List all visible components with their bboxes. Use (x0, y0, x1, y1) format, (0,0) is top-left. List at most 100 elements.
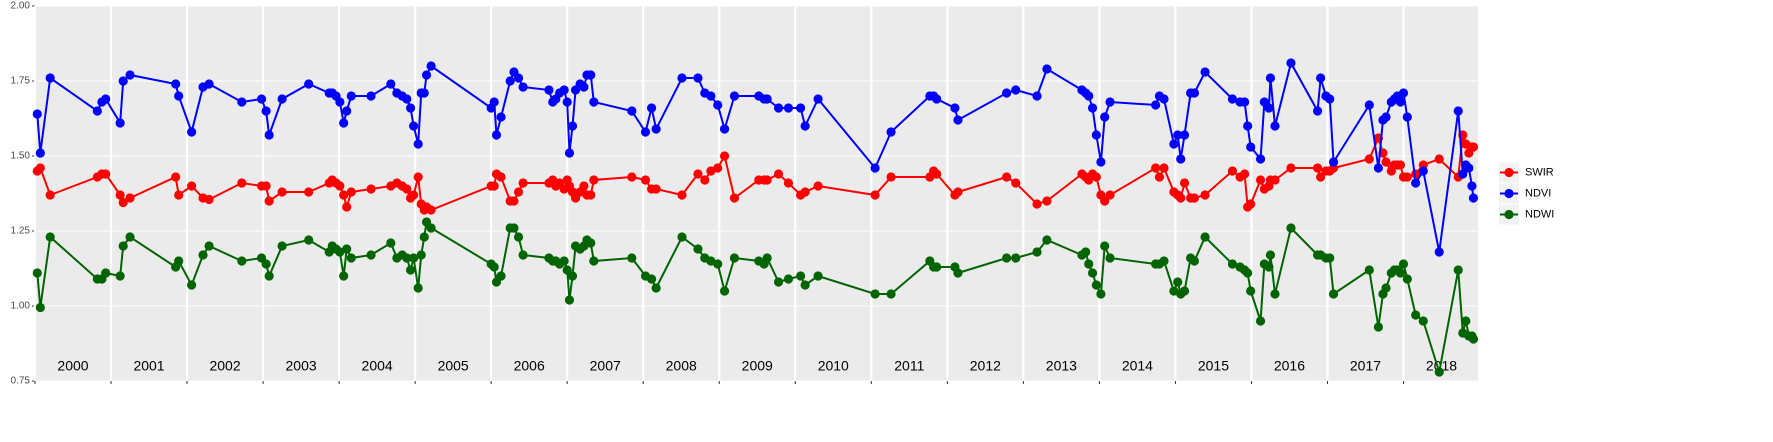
data-point (719, 124, 730, 134)
data-point (419, 232, 429, 242)
data-point (713, 100, 723, 110)
x-tick-label: 2012 (970, 358, 1001, 374)
data-point (1264, 262, 1274, 272)
data-point (586, 238, 596, 248)
data-point (409, 253, 419, 263)
data-point (496, 172, 506, 182)
data-point (932, 94, 942, 104)
data-point (264, 130, 274, 140)
data-point (1227, 94, 1238, 104)
data-point (773, 103, 784, 113)
data-point (1096, 157, 1106, 167)
data-point (579, 181, 589, 191)
data-point (1402, 274, 1412, 284)
data-point (402, 184, 412, 194)
data-point (426, 223, 436, 233)
data-point (800, 121, 810, 131)
data-point (256, 94, 267, 104)
y-tick-label: 1.50 (11, 151, 31, 162)
data-point (1091, 130, 1101, 140)
data-point (413, 283, 423, 293)
data-point (1286, 223, 1296, 233)
data-point (1227, 166, 1238, 176)
data-point (1100, 196, 1110, 206)
data-point (1373, 163, 1384, 173)
data-point (1402, 112, 1412, 122)
data-point (32, 268, 42, 278)
data-point (413, 139, 423, 149)
data-point (1091, 172, 1101, 182)
data-point (101, 94, 111, 104)
data-point (783, 178, 794, 188)
data-point (335, 181, 345, 191)
data-point (1100, 112, 1110, 122)
legend-label: SWIR (1525, 166, 1554, 178)
data-point (795, 103, 806, 113)
data-point (1176, 193, 1186, 203)
y-tick-label: 1.75 (11, 76, 31, 87)
legend-dot (1504, 209, 1514, 220)
data-point (1246, 286, 1256, 296)
data-point (1042, 196, 1052, 206)
data-point (335, 97, 345, 107)
data-point (115, 271, 125, 281)
data-point (1179, 130, 1190, 140)
data-point (1328, 289, 1339, 299)
data-point (1084, 91, 1094, 101)
data-point (1411, 178, 1421, 188)
data-point (1100, 241, 1110, 251)
x-tick-label: 2016 (1274, 358, 1305, 374)
data-point (115, 190, 125, 200)
data-point (1200, 232, 1210, 242)
data-point (1402, 172, 1412, 182)
data-point (1200, 67, 1210, 77)
data-point (1464, 163, 1474, 173)
x-tick-label: 2014 (1122, 358, 1153, 374)
data-point (426, 61, 436, 71)
data-point (762, 175, 772, 185)
data-point (491, 130, 502, 140)
data-point (204, 79, 214, 89)
data-point (1087, 103, 1098, 113)
data-point (174, 256, 184, 266)
data-point (171, 79, 181, 89)
data-point (1325, 253, 1335, 263)
data-point (264, 271, 274, 281)
data-point (640, 175, 651, 185)
data-point (1458, 169, 1468, 179)
data-point (1189, 193, 1200, 203)
x-tick-label: 2018 (1426, 358, 1457, 374)
data-point (1325, 94, 1335, 104)
data-point (1011, 85, 1021, 95)
data-point (32, 109, 42, 119)
data-point (1270, 175, 1280, 185)
data-point (1381, 283, 1391, 293)
data-point (509, 223, 519, 233)
data-point (366, 91, 376, 101)
data-point (589, 97, 599, 107)
data-point (1316, 73, 1326, 83)
data-point (1151, 163, 1161, 173)
data-point (342, 202, 352, 212)
data-point (261, 106, 271, 116)
data-point (416, 250, 426, 260)
data-point (35, 163, 45, 173)
data-point (1032, 91, 1042, 101)
data-point (1467, 181, 1477, 191)
x-tick-label: 2002 (209, 358, 240, 374)
data-point (1105, 97, 1115, 107)
data-point (1159, 256, 1169, 266)
data-point (125, 70, 135, 80)
x-tick-label: 2017 (1350, 358, 1381, 374)
data-point (237, 256, 247, 266)
data-point (706, 91, 716, 101)
data-point (342, 106, 352, 116)
x-tick-label: 2009 (742, 358, 773, 374)
data-point (405, 103, 416, 113)
y-tick-label: 1.25 (11, 226, 31, 237)
data-point (1243, 121, 1253, 131)
data-point (1200, 190, 1210, 200)
data-point (489, 262, 499, 272)
data-point (1169, 139, 1179, 149)
data-point (677, 73, 687, 83)
